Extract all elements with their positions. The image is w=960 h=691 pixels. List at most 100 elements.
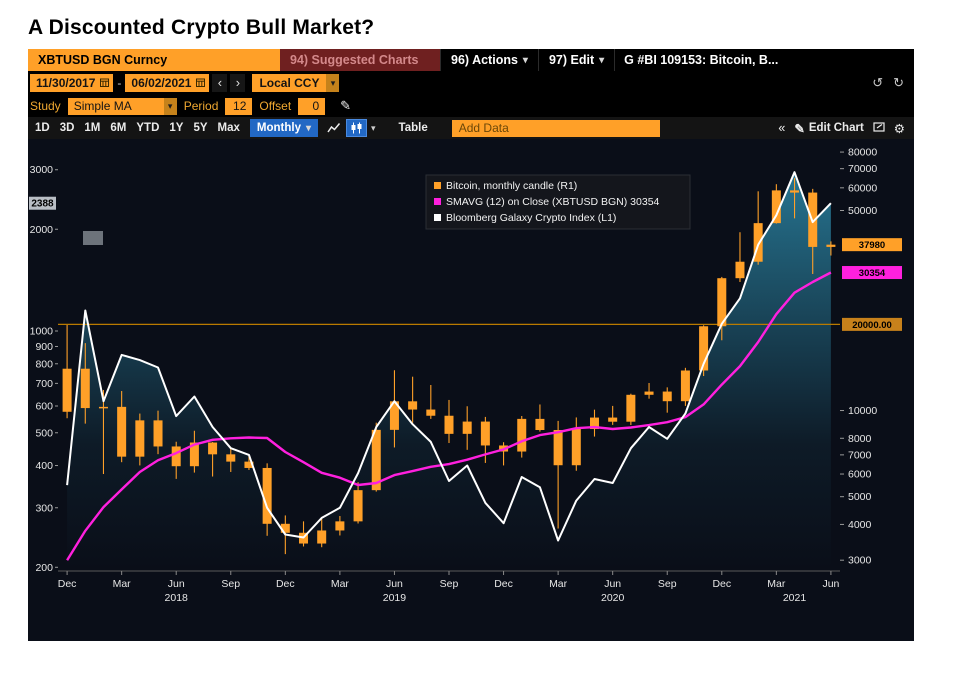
range-button-YTD[interactable]: YTD — [136, 122, 160, 134]
frequency-select[interactable]: Monthly ▾ — [249, 119, 319, 137]
x-axis: Dec Mar Jun Sep Dec Mar Jun Sep Dec Mar Jun Sep Dec M… — [58, 570, 840, 604]
redo-icon[interactable]: ↻ — [893, 75, 904, 90]
offset-input[interactable]: 0 — [298, 97, 326, 115]
left-axis-label: 200 — [35, 562, 53, 574]
candle-body — [244, 461, 254, 468]
chevron-down-icon: ▾ — [522, 54, 528, 66]
next-period-button[interactable]: › — [230, 74, 246, 92]
right-axis-badge-value: 37980 — [859, 240, 885, 251]
range-button-3D[interactable]: 3D — [59, 122, 75, 134]
candle-body — [771, 190, 781, 224]
x-axis-month-label: Dec — [276, 578, 295, 590]
terminal-titlebar: XBTUSD BGN Curncy 94) Suggested Charts 9… — [28, 49, 914, 71]
range-button-1M[interactable]: 1M — [84, 122, 101, 134]
candle-body — [589, 417, 599, 429]
candle-body — [662, 391, 672, 402]
left-axis-label: 1000 — [30, 326, 54, 338]
chevron-down-icon: ▾ — [599, 54, 605, 66]
left-axis-label: 800 — [35, 358, 53, 370]
study-value: Simple MA — [67, 97, 164, 115]
right-axis-label: 5000 — [848, 491, 872, 503]
candle-body — [790, 190, 800, 193]
chevron-down-icon: ▾ — [305, 122, 312, 134]
table-button[interactable]: Table — [398, 122, 428, 134]
right-axis-badge[interactable] — [842, 317, 902, 331]
left-axis-last-badge[interactable] — [29, 196, 56, 210]
annotate-pencil-icon[interactable]: ✎ — [340, 98, 352, 113]
end-date-input[interactable]: 06/02/2021 — [125, 74, 210, 92]
candle-body — [226, 454, 236, 462]
candle-body — [335, 521, 345, 531]
candle-body — [826, 244, 836, 247]
left-axis-label: 400 — [35, 460, 53, 472]
index-area-fill — [67, 172, 831, 571]
chart-canvas[interactable]: 3000 2000 1000 900 800 700 600 500 400 300 200 2388… — [28, 139, 914, 641]
calendar-icon[interactable] — [100, 76, 110, 90]
chevron-down-icon[interactable]: ▾ — [326, 74, 340, 92]
candle-body — [153, 420, 163, 447]
candle-body — [117, 406, 127, 457]
candle-chart-icon[interactable] — [346, 119, 368, 137]
right-axis-label: 8000 — [848, 433, 872, 445]
candle-body — [571, 428, 581, 466]
range-button-6M[interactable]: 6M — [110, 122, 127, 134]
right-axis-label: 70000 — [848, 163, 877, 175]
currency-select[interactable]: Local CCY ▾ — [252, 74, 340, 92]
x-axis-year-label: 2021 — [783, 592, 807, 604]
candle-body — [517, 418, 527, 452]
chevron-down-icon[interactable]: ▾ — [163, 97, 177, 115]
x-axis-month-label: Dec — [494, 578, 513, 590]
range-button-Max[interactable]: Max — [217, 122, 240, 134]
left-axis-last-value: 2388 — [31, 199, 54, 210]
range-button-1D[interactable]: 1D — [35, 122, 50, 134]
candle-body — [62, 368, 72, 412]
candle-body — [444, 415, 454, 434]
undo-icon[interactable]: ↺ — [872, 75, 884, 90]
actions-menu[interactable]: 96) Actions ▾ — [440, 49, 538, 71]
candle-body — [680, 370, 690, 402]
candle-body — [171, 446, 181, 467]
edit-menu[interactable]: 97) Edit ▾ — [537, 49, 614, 71]
x-axis-month-label: Jun — [386, 578, 403, 590]
range-button-5Y[interactable]: 5Y — [193, 122, 208, 134]
left-axis-label: 700 — [35, 378, 53, 390]
left-axis-label: 300 — [35, 502, 53, 514]
article-page: A Discounted Crypto Bull Market? XBTUSD … — [28, 16, 914, 641]
edit-chart-button[interactable]: ✎ Edit Chart — [794, 121, 863, 136]
line-chart-icon[interactable] — [323, 119, 345, 137]
calendar-icon[interactable] — [196, 76, 206, 90]
range-button-1Y[interactable]: 1Y — [169, 122, 184, 134]
gear-icon[interactable]: ⚙ — [893, 121, 905, 136]
legend-swatch — [434, 198, 441, 205]
x-axis-month-label: Mar — [113, 578, 132, 590]
chart-toolbar: 1D 3D 1M 6M YTD 1Y 5Y Max Monthly ▾ ▾ Table Add… — [28, 117, 914, 139]
start-date-input[interactable]: 11/30/2017 — [30, 74, 114, 92]
legend-entry[interactable]: Bitcoin, monthly candle (R1) — [446, 180, 577, 192]
period-input[interactable]: 12 — [225, 97, 253, 115]
prev-period-button[interactable]: ‹ — [212, 74, 228, 92]
right-axis-label: 3000 — [848, 555, 872, 567]
chart-annotation-box — [83, 231, 103, 245]
right-axis-badge[interactable] — [842, 266, 902, 280]
security-ticker-field[interactable]: XBTUSD BGN Curncy — [28, 49, 280, 71]
maximize-icon[interactable] — [873, 121, 885, 135]
chart-type-dropdown-icon[interactable]: ▾ — [371, 122, 376, 133]
edit-chart-label: Edit Chart — [808, 122, 864, 134]
smavg-line — [66, 271, 832, 561]
legend-box — [425, 174, 691, 230]
collapse-panel-icon[interactable]: « — [778, 121, 786, 135]
candle-body — [189, 442, 199, 467]
x-axis-month-label: Dec — [712, 578, 731, 590]
suggested-charts-button[interactable]: 94) Suggested Charts — [280, 49, 440, 71]
right-axis-badge[interactable] — [842, 238, 902, 252]
right-axis-label: 6000 — [848, 469, 872, 481]
add-data-input[interactable]: Add Data — [451, 119, 660, 137]
legend-entry[interactable]: Bloomberg Galaxy Crypto Index (L1) — [446, 212, 616, 224]
candle-body — [317, 530, 327, 544]
right-axis-label: 80000 — [848, 147, 877, 159]
candle-body — [535, 418, 545, 431]
right-axis-label: 4000 — [848, 519, 872, 531]
legend-entry[interactable]: SMAVG (12) on Close (XBTUSD BGN) 30354 — [446, 196, 660, 208]
study-select[interactable]: Simple MA ▾ — [67, 97, 177, 115]
x-axis-month-label: Jun — [604, 578, 621, 590]
